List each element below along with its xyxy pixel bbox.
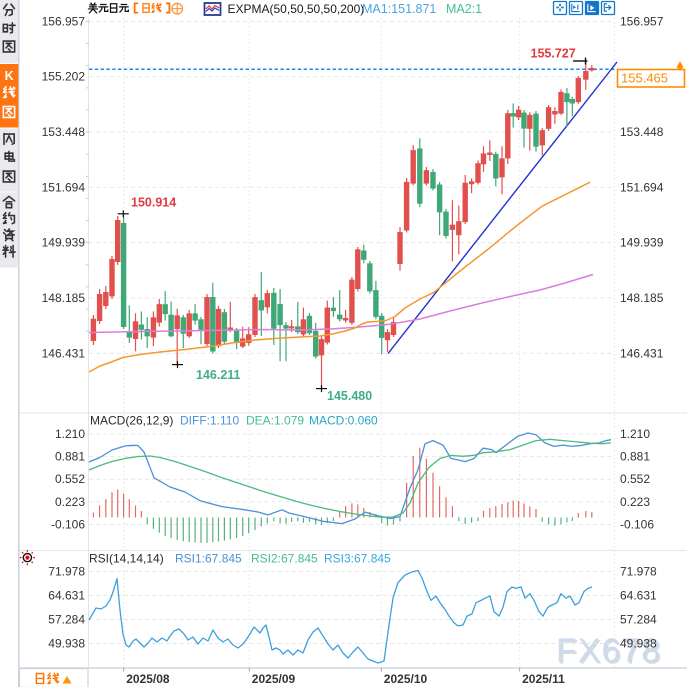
svg-text:57.284: 57.284 [620,613,657,627]
svg-text:EXPMA(50,50,50,50,200): EXPMA(50,50,50,50,200) [228,2,365,16]
svg-text:MA2:1: MA2:1 [446,2,482,16]
svg-text:MACD:0.060: MACD:0.060 [309,414,378,428]
svg-text:145.480: 145.480 [327,389,372,403]
svg-text:RSI1:67.845: RSI1:67.845 [175,552,242,566]
svg-text:49.938: 49.938 [48,637,85,651]
svg-text:2025/09: 2025/09 [252,672,296,686]
svg-text:FX678: FX678 [556,632,661,670]
svg-text:149.939: 149.939 [620,236,664,250]
svg-text:49.938: 49.938 [620,637,657,651]
svg-text:151.694: 151.694 [620,180,664,194]
svg-text:K: K [5,69,14,83]
svg-text:DEA:1.079: DEA:1.079 [246,414,304,428]
svg-text:149.939: 149.939 [42,236,86,250]
svg-text:0.881: 0.881 [55,450,85,464]
svg-text:153.448: 153.448 [620,125,664,139]
svg-text:155.727: 155.727 [531,47,576,61]
svg-text:0.223: 0.223 [620,495,650,509]
svg-text:146.431: 146.431 [42,346,86,360]
svg-text:0.881: 0.881 [620,450,650,464]
svg-text:71.978: 71.978 [48,564,85,578]
svg-text:RSI2:67.845: RSI2:67.845 [251,552,318,566]
svg-text:156.957: 156.957 [620,14,664,28]
svg-text:64.631: 64.631 [620,589,657,603]
svg-text:153.448: 153.448 [42,125,86,139]
svg-text:2025/10: 2025/10 [384,672,428,686]
svg-text:57.284: 57.284 [48,613,85,627]
svg-text:155.202: 155.202 [42,70,86,84]
svg-text:71.978: 71.978 [620,564,657,578]
svg-text:146.211: 146.211 [196,368,241,382]
svg-text:148.185: 148.185 [620,291,664,305]
svg-text:2025/11: 2025/11 [522,672,565,686]
svg-text:150.914: 150.914 [131,196,176,210]
svg-text:FX678: FX678 [558,634,663,672]
svg-text:156.957: 156.957 [42,14,86,28]
svg-text:151.694: 151.694 [42,180,86,194]
svg-text:RSI(14,14,14): RSI(14,14,14) [89,552,164,566]
svg-text:DIFF:1.110: DIFF:1.110 [180,414,239,428]
svg-text:64.631: 64.631 [48,589,85,603]
svg-text:146.431: 146.431 [620,346,664,360]
svg-text:148.185: 148.185 [42,291,86,305]
svg-text:MA1:151.871: MA1:151.871 [362,2,436,16]
svg-text:155.465: 155.465 [621,71,668,86]
svg-text:MACD(26,12,9): MACD(26,12,9) [90,414,173,428]
svg-text:0.223: 0.223 [55,495,85,509]
svg-text:RSI3:67.845: RSI3:67.845 [324,552,391,566]
svg-text:2025/08: 2025/08 [126,672,170,686]
svg-text:-0.106: -0.106 [51,517,85,531]
svg-text:-0.106: -0.106 [620,517,654,531]
svg-text:1.210: 1.210 [620,427,650,441]
svg-text:0.552: 0.552 [620,472,650,486]
svg-text:1.210: 1.210 [55,427,85,441]
svg-text:0.552: 0.552 [55,472,85,486]
